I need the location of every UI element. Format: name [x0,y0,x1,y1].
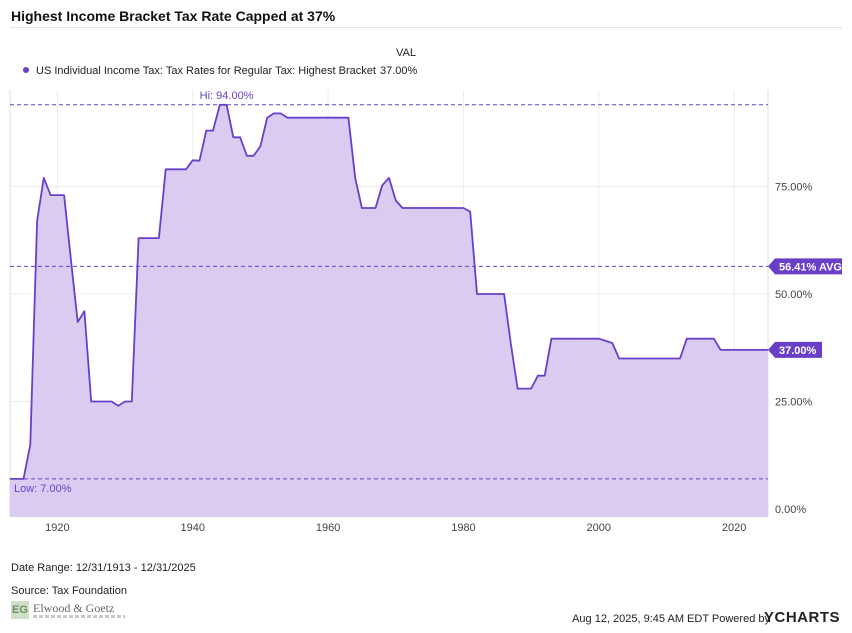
avg-badge-bg [768,258,842,275]
last-value-badge-label: 37.00% [779,345,817,357]
logo-tagline [33,615,125,618]
ycharts-logo[interactable]: YCHARTS [763,609,840,626]
low-label: Low: 7.00% [14,483,72,495]
y-tick-label: 0.00% [775,504,806,516]
series-area-fill [10,104,768,518]
legend-dot-icon [23,67,29,73]
chart-title: Highest Income Bracket Tax Rate Capped a… [11,8,336,24]
legend-series-value: 37.00% [380,65,418,77]
avg-badge: 56.41% AVG [768,258,842,275]
y-tick-label: 50.00% [775,289,813,301]
logo-mark-icon: EG [11,601,29,619]
x-tick-label: 2000 [587,522,611,534]
last-value-badge: 37.00% [768,341,822,358]
last-value-badge-bg [768,341,822,358]
y-tick-label: 75.00% [775,182,813,194]
value-labels: Hi: 94.00% 56.41% AVG Low: 7.00% 37.00% [14,90,842,495]
high-label: Hi: 94.00% [200,90,254,102]
reference-lines [10,104,768,480]
source-note: Source: Tax Foundation [11,585,127,597]
x-tick-label: 1940 [180,522,204,534]
y-tick-label: 25.00% [775,397,813,409]
series-area [10,103,768,518]
x-tick-label: 1920 [45,522,69,534]
legend-series-name: US Individual Income Tax: Tax Rates for … [36,65,376,77]
axes: 0.00% 25.00% 50.00% 75.00% 1920 1940 1960 1980 2… [45,182,812,535]
date-range: Date Range: 12/31/1913 - 12/31/2025 [11,562,196,574]
title-divider [10,27,842,28]
logo-name: Elwood & Goetz [33,601,115,615]
legend-value-header: VAL [396,47,416,59]
timestamp: Aug 12, 2025, 9:45 AM EDT Powered by [572,613,770,625]
x-tick-label: 1980 [451,522,475,534]
series-line [10,103,768,480]
legend-entry[interactable]: US Individual Income Tax: Tax Rates for … [23,65,417,77]
x-tick-label: 1960 [316,522,340,534]
x-tick-label: 2020 [722,522,746,534]
avg-badge-label: 56.41% AVG [779,261,842,273]
elwood-goetz-logo: EG Elwood & Goetz [11,601,131,623]
